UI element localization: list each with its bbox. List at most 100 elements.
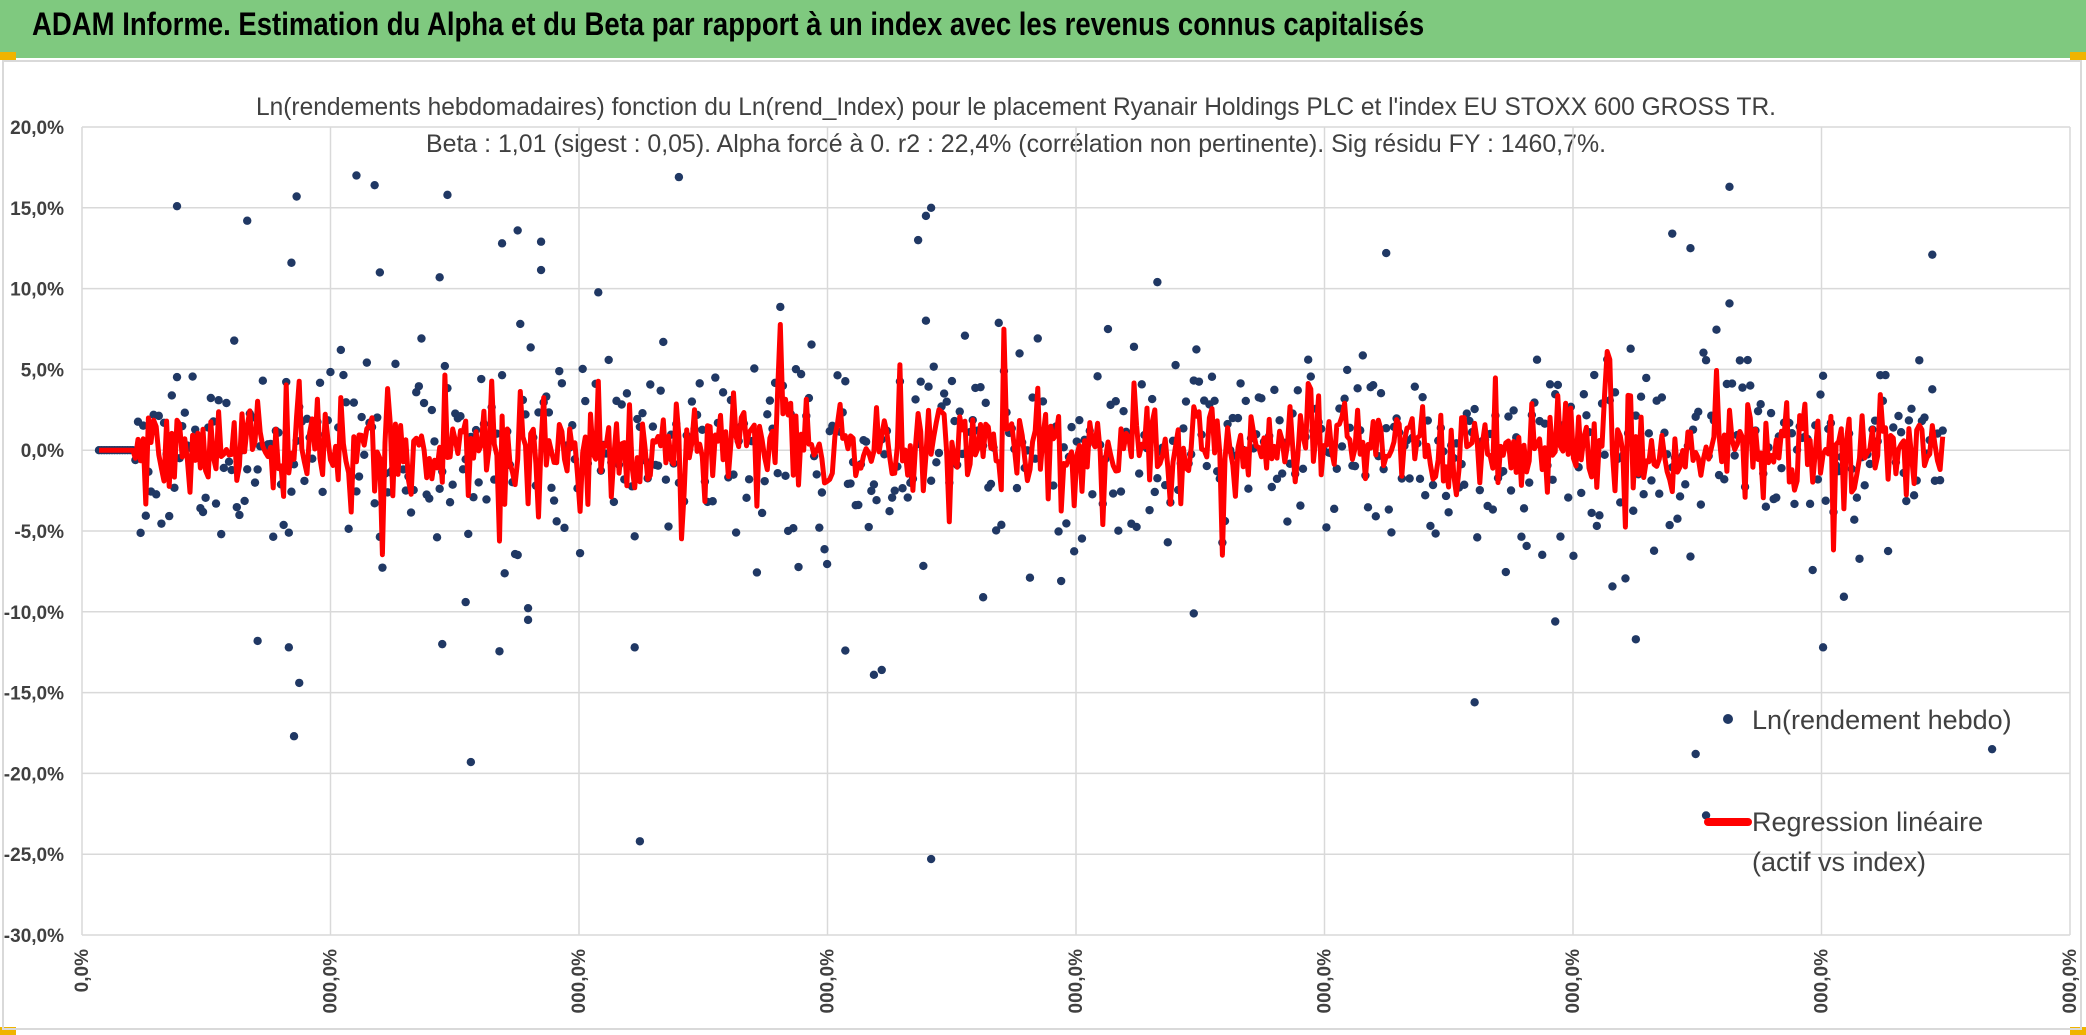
data-point [406, 508, 416, 517]
data-point [1350, 461, 1360, 471]
outlier-point [978, 593, 988, 602]
data-point [638, 408, 647, 418]
data-point [1545, 380, 1555, 389]
data-point [1727, 379, 1737, 388]
data-point [360, 450, 369, 459]
data-point [1865, 459, 1875, 469]
data-point [1730, 451, 1739, 460]
data-point [1540, 419, 1550, 428]
data-point [557, 379, 567, 388]
data-point [1244, 484, 1253, 493]
data-point [170, 483, 179, 492]
x-tick-label: 0,0% [72, 949, 93, 992]
outlier-point [674, 172, 684, 182]
data-point [1444, 508, 1453, 517]
data-point [279, 520, 288, 530]
data-point [139, 421, 148, 430]
data-point [903, 493, 912, 502]
data-point [1517, 532, 1526, 541]
data-point [1582, 411, 1591, 420]
data-point [1525, 478, 1534, 487]
data-point [513, 550, 522, 560]
data-point [1025, 573, 1035, 582]
legend: Ln(rendement hebdo) Regression linéaire … [1704, 705, 2012, 877]
data-point [1171, 360, 1180, 370]
x-axis: 0,0% 000,0% 000,0% 000,0% 000,0% 000,0% 000,0%… [72, 949, 2080, 1014]
data-point [1421, 491, 1430, 500]
y-tick-label: 0,0% [21, 441, 64, 462]
data-point [1088, 490, 1097, 499]
data-point [911, 395, 920, 404]
outlier-point [635, 837, 645, 846]
data-point [224, 457, 234, 466]
outlier-point [1382, 248, 1391, 258]
legend-scatter-marker [1723, 714, 1733, 724]
data-point [414, 382, 424, 391]
outlier-point [375, 268, 385, 277]
data-point [201, 493, 210, 502]
data-point [1330, 504, 1339, 514]
data-point [1111, 397, 1120, 406]
outlier-point [1153, 277, 1162, 287]
data-point [435, 484, 444, 493]
data-point [560, 523, 569, 533]
data-point [1275, 416, 1284, 425]
data-point [1145, 505, 1154, 515]
data-point [1134, 469, 1144, 478]
data-point [1894, 411, 1903, 421]
data-point [773, 468, 782, 478]
data-point [926, 476, 936, 485]
data-point [1553, 380, 1563, 390]
data-point [887, 493, 897, 502]
outlier-point [921, 211, 931, 221]
data-point [1069, 547, 1079, 556]
data-point [302, 414, 312, 423]
data-point [1465, 416, 1474, 426]
outlier-point [497, 239, 507, 248]
data-point [609, 497, 619, 507]
outlier-point [523, 615, 533, 625]
data-point [1033, 334, 1042, 343]
data-point [1470, 404, 1479, 414]
data-point [243, 465, 252, 474]
data-point [1522, 541, 1531, 551]
data-point [1756, 399, 1765, 409]
data-point [744, 475, 754, 484]
data-point [258, 376, 268, 385]
data-point [1418, 392, 1427, 402]
data-point [188, 372, 197, 381]
data-point [698, 425, 707, 435]
data-point [997, 520, 1006, 530]
data-point [929, 362, 938, 371]
data-point [919, 561, 928, 571]
data-point [1681, 480, 1690, 489]
data-point [1426, 521, 1435, 531]
data-point [1223, 419, 1232, 429]
data-point [1701, 356, 1711, 365]
data-point [1636, 392, 1646, 401]
data-point [227, 465, 236, 475]
data-point [1577, 488, 1586, 498]
y-tick-label: 15,0% [10, 199, 64, 220]
data-point [1608, 582, 1617, 591]
data-point [1210, 396, 1219, 405]
data-point [630, 532, 639, 541]
data-point [578, 364, 587, 374]
title-banner: ADAM Informe. Estimation du Alpha et du … [0, 0, 2086, 58]
data-point [1054, 527, 1063, 536]
data-point [1644, 429, 1654, 438]
data-point [370, 499, 379, 508]
data-point [1062, 519, 1071, 528]
data-point [1306, 372, 1315, 381]
data-point [867, 486, 876, 496]
data-point [807, 340, 816, 349]
data-point [495, 647, 504, 656]
data-point [1761, 502, 1771, 511]
data-point [1860, 481, 1869, 490]
data-point [1642, 373, 1651, 383]
data-point [617, 400, 626, 409]
data-point [341, 398, 351, 407]
data-point [157, 519, 166, 528]
data-point [1852, 493, 1862, 502]
data-point [1431, 529, 1440, 538]
